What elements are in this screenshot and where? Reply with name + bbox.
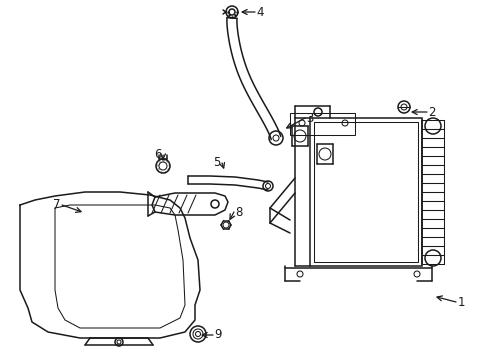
Bar	[310, 118, 422, 266]
Text: 3: 3	[306, 112, 314, 125]
Bar	[290, 113, 355, 135]
Text: 8: 8	[235, 206, 243, 219]
Text: 6: 6	[154, 148, 162, 162]
Text: 5: 5	[213, 157, 220, 170]
Text: 7: 7	[53, 198, 61, 211]
Bar	[314, 122, 418, 262]
Text: 9: 9	[214, 328, 222, 342]
Text: 2: 2	[428, 105, 436, 118]
Text: 1: 1	[457, 296, 465, 309]
Text: 4: 4	[256, 5, 264, 18]
